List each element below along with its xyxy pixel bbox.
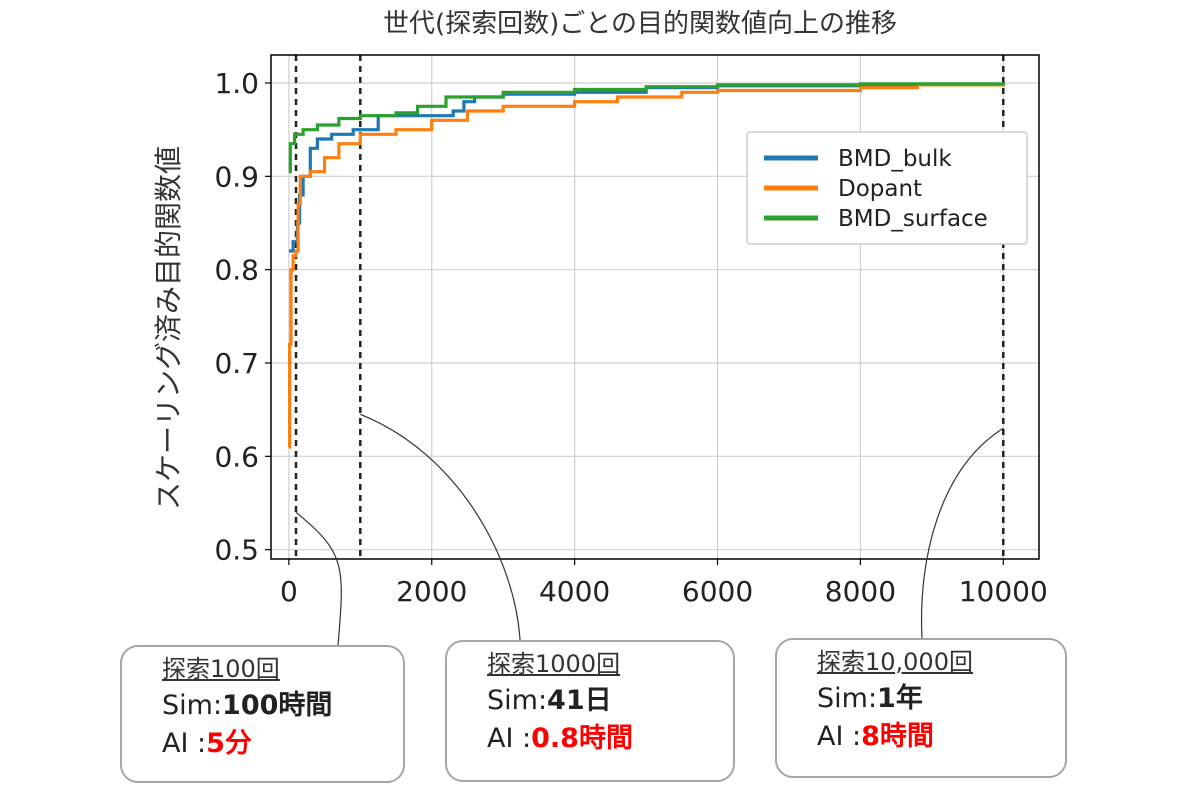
legend-entry-label: BMD_bulk [838,146,952,172]
y-tick-label: 0.5 [214,534,259,567]
callout-10000: 探索10,000回 Sim:1年 AI :8時間 [775,638,1067,778]
sim-label: Sim: [817,683,878,714]
series-line-BMD_surface [288,82,1005,174]
ai-row: AI :8時間 [817,718,1065,756]
x-tick-label: 8000 [825,575,896,608]
callout-title: 探索100回 [162,655,280,683]
ai-label: AI : [817,721,862,752]
y-tick-label: 0.7 [214,347,259,380]
callout-connector [920,427,1004,639]
callout-title: 探索10,000回 [817,648,973,676]
sim-row: Sim:41日 [487,682,733,720]
callout-100: 探索100回 Sim:100時間 AI :5分 [120,645,405,783]
y-tick-label: 1.0 [214,67,259,100]
x-tick-label: 10000 [959,575,1048,608]
chart-title: 世代(探索回数)ごとの目的関数値向上の推移 [383,9,897,39]
sim-label: Sim: [162,690,223,721]
ai-label: AI : [162,728,207,759]
callout-connector [295,511,342,646]
sim-value: 1年 [877,683,923,714]
y-tick-label: 0.9 [214,160,259,193]
x-tick-label: 2000 [396,575,467,608]
callout-1000: 探索1000回 Sim:41日 AI :0.8時間 [445,640,735,782]
ai-value: 5分 [206,728,252,759]
sim-value: 41日 [547,685,612,716]
sim-value: 100時間 [222,690,333,721]
callout-title: 探索1000回 [487,650,621,678]
sim-label: Sim: [487,685,548,716]
plot-frame [270,54,1040,560]
sim-row: Sim:100時間 [162,687,403,725]
y-tick-label: 0.8 [214,254,259,287]
series-line-Dopant [288,83,1005,449]
callout-connector [360,413,521,641]
ai-value: 0.8時間 [531,723,633,754]
plot-area [271,55,1039,559]
y-axis-label: スケーリング済み目的関数値 [152,146,185,510]
x-tick-label: 4000 [539,575,610,608]
ai-label: AI : [487,723,532,754]
ai-row: AI :0.8時間 [487,720,733,758]
ai-row: AI :5分 [162,725,403,763]
legend: BMD_bulk Dopant BMD_surface [746,131,1028,245]
ai-value: 8時間 [861,721,934,752]
sim-row: Sim:1年 [817,680,1065,718]
legend-entry-label: Dopant [838,176,922,202]
y-tick-label: 0.6 [214,440,259,473]
x-tick-label: 6000 [682,575,753,608]
legend-entry-label: BMD_surface [838,206,988,232]
x-tick-label: 0 [280,575,298,608]
